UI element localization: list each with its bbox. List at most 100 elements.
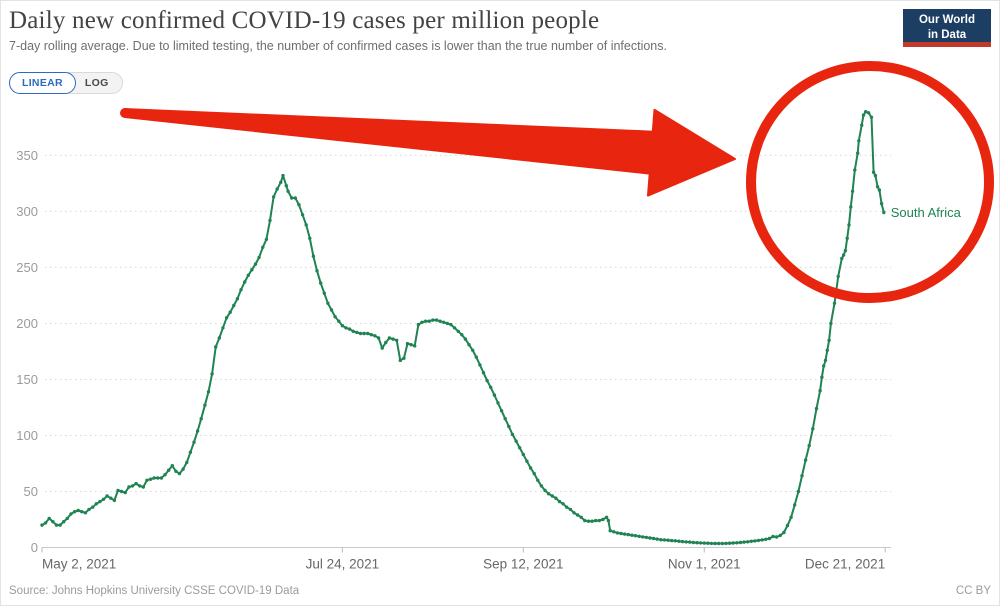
data-point-marker (188, 450, 193, 454)
data-point-marker (174, 469, 178, 473)
data-point-marker (445, 321, 449, 326)
data-point-marker (214, 345, 218, 349)
data-point-marker (452, 326, 457, 330)
data-point-marker (380, 346, 384, 350)
x-tick-label: Dec 21, 2021 (805, 557, 885, 572)
data-point-marker (845, 236, 849, 240)
data-point-marker (847, 223, 851, 227)
data-point-marker (427, 319, 431, 323)
data-point-marker (304, 223, 308, 227)
data-point-marker (727, 541, 732, 545)
data-point-marker (431, 318, 435, 322)
data-point-marker (423, 319, 428, 323)
data-point-marker (199, 417, 203, 421)
data-point-marker (760, 538, 764, 542)
data-point-marker (841, 253, 846, 257)
data-point-marker (612, 530, 616, 534)
data-point-marker (185, 460, 189, 465)
owid-logo[interactable]: Our World in Data (903, 9, 991, 47)
data-point-marker (80, 510, 84, 514)
data-point-marker (72, 510, 77, 514)
series-end-label: South Africa (891, 205, 962, 220)
data-point-marker (398, 358, 402, 363)
data-point-marker (163, 473, 167, 477)
data-point-marker (366, 331, 370, 336)
data-point-marker (829, 321, 833, 326)
log-button[interactable]: LOG (75, 73, 122, 93)
data-point-marker (746, 540, 750, 544)
source-note: Source: Johns Hopkins University CSSE CO… (9, 585, 300, 597)
data-point-marker (387, 336, 392, 340)
y-tick-label: 50 (24, 484, 38, 499)
data-point-marker (362, 331, 366, 336)
data-point-marker (119, 489, 124, 494)
data-point-marker (40, 523, 44, 527)
data-point-marker (626, 532, 630, 537)
data-point-marker (774, 535, 779, 539)
data-point-marker (101, 497, 106, 501)
data-point-marker (684, 540, 688, 544)
data-point-marker (195, 429, 200, 433)
data-point-marker (554, 496, 558, 500)
data-point-marker (489, 385, 493, 389)
data-point-marker (803, 458, 808, 462)
data-point-marker (861, 113, 866, 117)
data-point-marker (192, 440, 196, 444)
data-point-marker (568, 507, 573, 512)
data-point-marker (601, 517, 605, 522)
data-point-marker (717, 541, 721, 546)
data-point-marker (698, 541, 703, 545)
data-point-marker (561, 502, 565, 506)
data-point-marker (615, 531, 620, 535)
data-point-marker (138, 484, 142, 488)
data-point-marker (557, 499, 562, 504)
data-point-marker (290, 196, 294, 200)
data-point-marker (575, 513, 580, 517)
data-point-marker (691, 540, 696, 545)
data-point-marker (420, 320, 424, 324)
data-point-marker (275, 187, 279, 191)
license-badge[interactable]: CC BY (955, 585, 991, 597)
data-point-marker (87, 507, 91, 512)
data-point-marker (293, 196, 297, 200)
data-point-marker (127, 485, 131, 489)
data-point-marker (532, 471, 536, 476)
y-tick-label: 0 (31, 540, 38, 555)
data-point-marker (756, 538, 761, 543)
data-point-marker (224, 316, 229, 320)
data-point-marker (820, 375, 824, 379)
data-point-marker (825, 348, 829, 352)
data-point-marker (105, 494, 109, 498)
data-point-marker (344, 326, 348, 330)
data-point-marker (735, 541, 739, 545)
data-point-marker (579, 515, 583, 519)
y-tick-label: 300 (16, 204, 38, 219)
data-point-marker (853, 168, 857, 172)
data-point-marker (796, 489, 801, 494)
data-point-marker (823, 358, 828, 363)
linear-button[interactable]: LINEAR (9, 72, 76, 94)
data-point-marker (438, 319, 442, 323)
data-point-marker (358, 331, 363, 336)
data-point-marker (279, 180, 283, 184)
data-point-marker (409, 343, 413, 347)
data-point-marker (232, 303, 236, 308)
data-point-marker (866, 111, 871, 115)
data-point-marker (800, 474, 804, 478)
data-point-marker (221, 326, 225, 330)
data-point-marker (395, 338, 399, 342)
data-point-marker (597, 518, 601, 523)
data-point-marker (789, 515, 793, 519)
data-point-marker (864, 110, 868, 114)
data-point-marker (507, 424, 511, 429)
data-point-marker (326, 301, 330, 305)
data-point-marker (695, 541, 699, 545)
data-point-marker (849, 205, 853, 209)
data-point-marker (402, 356, 406, 360)
data-point-marker (308, 236, 312, 240)
data-point-marker (536, 478, 540, 482)
data-point-marker (499, 409, 504, 413)
data-point-marker (539, 484, 544, 488)
data-point-marker (250, 268, 254, 272)
